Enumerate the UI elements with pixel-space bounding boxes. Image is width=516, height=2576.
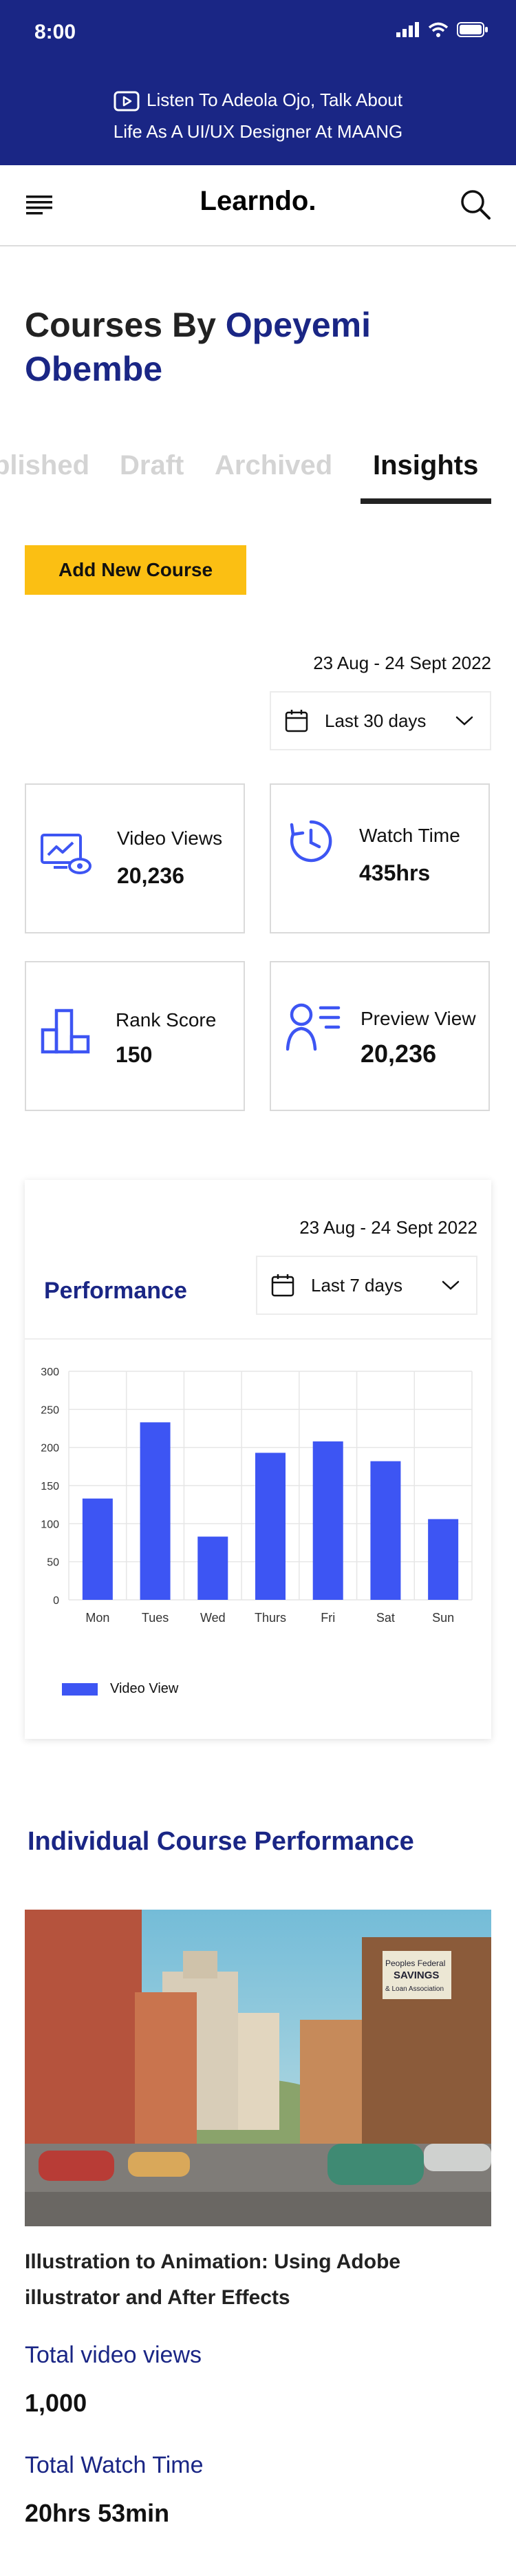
x-tick-label: Mon — [85, 1611, 109, 1625]
stat-label: Rank Score — [116, 1009, 217, 1031]
calendar-icon — [271, 1274, 294, 1297]
chevron-down-icon — [455, 716, 473, 726]
individual-performance-title: Individual Course Performance — [28, 1827, 414, 1856]
clock-history-icon — [290, 820, 332, 863]
tab-insights[interactable]: Insights — [373, 450, 479, 481]
page-title: Courses By Opeyemi Obembe — [25, 303, 438, 391]
promo-line-2: Life As A UI/UX Designer At MAANG — [113, 121, 403, 142]
y-tick-label: 200 — [41, 1443, 59, 1455]
chart-bar-mon — [82, 1498, 113, 1600]
overview-date-range: 23 Aug - 24 Sept 2022 — [313, 653, 491, 673]
performance-divider — [25, 1338, 491, 1340]
brand-logo[interactable]: Learndo. — [200, 186, 316, 216]
video-play-icon — [114, 91, 140, 112]
x-tick-label: Tues — [142, 1611, 169, 1625]
legend-label: Video View — [110, 1681, 179, 1696]
chart-legend: Video View — [62, 1681, 178, 1697]
app-header: Learndo. — [0, 165, 516, 246]
course-tabs: blished Draft Archived Insights — [0, 447, 516, 509]
performance-bar-chart: 0 50 100 150 200 250 300 Mon Tues Wed Thurs Fri Sat S… — [41, 1366, 473, 1625]
performance-date-range: 23 Aug - 24 Sept 2022 — [299, 1217, 477, 1238]
stat-card-watch-time[interactable]: Watch Time 435hrs — [270, 783, 490, 933]
hero-sign-1: Peoples Federal — [385, 1959, 445, 1968]
hero-sign-2: SAVINGS — [394, 1970, 439, 1981]
chart-bar-tues — [140, 1422, 171, 1600]
promo-text[interactable]: Listen To Adeola Ojo, Talk About Life As… — [0, 84, 516, 147]
overview-period-select[interactable]: Last 30 days — [270, 691, 491, 750]
chart-bar-thurs — [255, 1453, 286, 1600]
performance-card: 23 Aug - 24 Sept 2022 Performance Last 7… — [25, 1180, 491, 1739]
course-name-line-2: illustrator and After Effects — [25, 2286, 290, 2309]
overview-period-label: Last 30 days — [325, 710, 427, 731]
y-tick-label: 300 — [41, 1366, 59, 1378]
calendar-icon — [285, 710, 308, 732]
tab-active-indicator — [361, 498, 491, 504]
status-icons — [396, 22, 488, 37]
stat-card-rank-score[interactable]: Rank Score 150 — [25, 961, 245, 1111]
stat-value: 150 — [116, 1042, 153, 1067]
performance-title: Performance — [44, 1278, 187, 1304]
stat-value: 20,236 — [117, 863, 184, 888]
menu-icon[interactable] — [26, 193, 54, 216]
title-prefix: Courses By — [25, 306, 226, 344]
tab-published[interactable]: blished — [0, 450, 90, 481]
stat-card-video-views[interactable]: Video Views 20,236 — [25, 783, 245, 933]
y-tick-label: 150 — [41, 1481, 59, 1492]
chevron-down-icon — [442, 1280, 460, 1290]
legend-swatch — [62, 1682, 98, 1696]
stat-value: 435hrs — [359, 861, 431, 885]
tab-archived[interactable]: Archived — [215, 450, 333, 481]
x-tick-label: Wed — [200, 1611, 226, 1625]
search-icon[interactable] — [460, 189, 491, 220]
battery-icon — [457, 22, 488, 37]
title-name-first: Opeyemi — [225, 306, 371, 344]
total-video-views-value: 1,000 — [25, 2389, 87, 2417]
y-tick-label: 50 — [47, 1557, 59, 1569]
y-tick-label: 0 — [53, 1595, 59, 1607]
stat-card-preview-view[interactable]: Preview View 20,236 — [270, 961, 490, 1111]
promo-banner: 8:00 Listen To Adeola Ojo, Talk About Li… — [0, 0, 516, 165]
performance-period-select[interactable]: Last 7 days — [256, 1256, 477, 1315]
x-tick-label: Sat — [376, 1611, 395, 1625]
signal-icon — [396, 22, 419, 37]
course-thumbnail-image[interactable]: Peoples Federal SAVINGS & Loan Associati… — [25, 1910, 491, 2226]
status-time: 8:00 — [34, 21, 76, 43]
course-name[interactable]: Illustration to Animation: Using Adobe i… — [25, 2244, 479, 2316]
x-tick-label: Fri — [321, 1611, 335, 1625]
x-tick-label: Thurs — [255, 1611, 286, 1625]
title-name-last: Obembe — [25, 350, 163, 388]
x-tick-label: Sun — [432, 1611, 454, 1625]
total-watch-time-label: Total Watch Time — [25, 2452, 204, 2478]
total-video-views-label: Total video views — [25, 2342, 202, 2368]
stat-label: Watch Time — [359, 825, 460, 846]
bar-rank-icon — [41, 1009, 90, 1054]
performance-period-label: Last 7 days — [311, 1274, 402, 1296]
stat-label: Video Views — [117, 827, 223, 849]
stat-label: Preview View — [361, 1008, 476, 1029]
y-tick-label: 100 — [41, 1519, 59, 1530]
total-watch-time-value: 20hrs 53min — [25, 2499, 170, 2527]
chart-bar-sun — [428, 1519, 459, 1600]
course-name-line-1: Illustration to Animation: Using Adobe — [25, 2250, 401, 2273]
add-new-course-button[interactable]: Add New Course — [25, 545, 246, 595]
tab-draft[interactable]: Draft — [120, 450, 184, 481]
y-tick-label: 250 — [41, 1404, 59, 1416]
stat-value: 20,236 — [361, 1039, 437, 1068]
hero-sign-3: & Loan Association — [385, 1985, 444, 1993]
chart-bar-fri — [312, 1441, 343, 1600]
video-analytics-icon — [41, 834, 92, 874]
promo-line-1: Listen To Adeola Ojo, Talk About — [147, 89, 402, 110]
chart-bar-sat — [370, 1461, 401, 1600]
chart-bar-wed — [197, 1537, 228, 1600]
wifi-icon — [428, 22, 449, 37]
user-list-icon — [286, 1003, 341, 1051]
